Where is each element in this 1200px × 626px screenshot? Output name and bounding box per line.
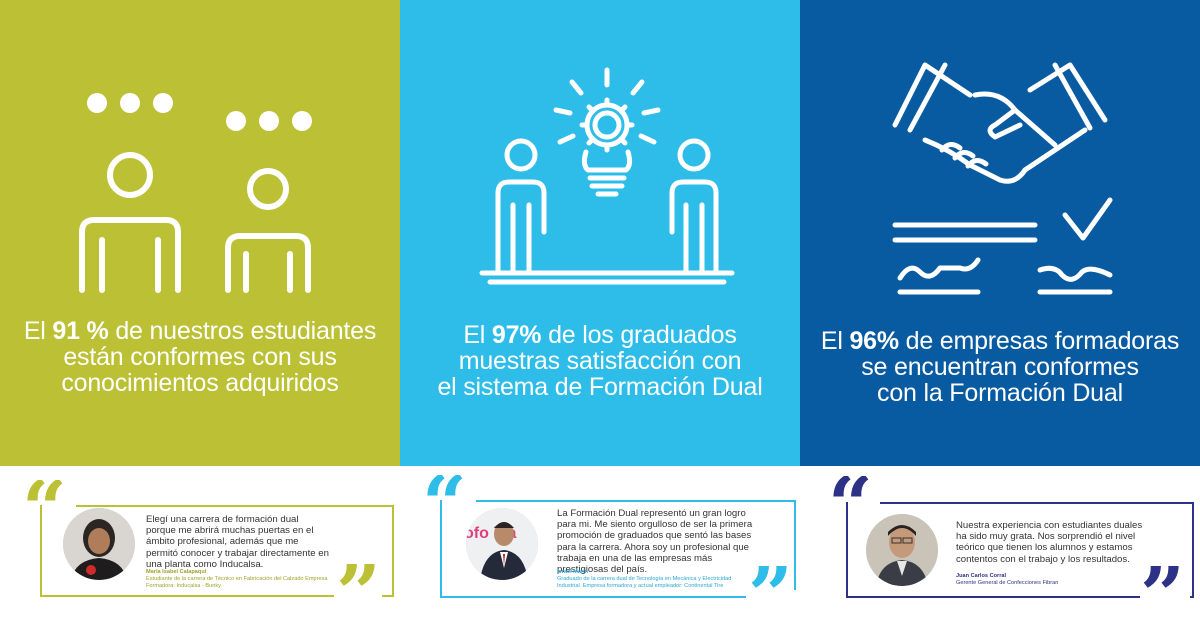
testimonial-text: Elegí una carrera de formación dual porq… bbox=[146, 514, 329, 570]
testimonial-role: Estudiante de la carrera de Técnico en F… bbox=[146, 576, 328, 589]
testimonial-name: Israel Marin bbox=[557, 569, 589, 575]
quote-frame bbox=[846, 502, 1194, 598]
stat-panel-companies: El 96% de empresas formadoras se encuent… bbox=[800, 0, 1200, 466]
stat-percentage: 96% bbox=[849, 327, 899, 355]
quote-frame bbox=[440, 500, 796, 598]
testimonial-text: Nuestra experiencia con estudiantes dual… bbox=[956, 520, 1143, 565]
testimonial-name: María Isabel Calapaquí bbox=[146, 569, 207, 575]
handshake-contract-icon bbox=[892, 62, 1113, 295]
quote-frame-top bbox=[76, 505, 392, 507]
stat-panel-graduates: El 97% de los graduados muestras satisfa… bbox=[400, 0, 800, 466]
stat-percentage: 91 % bbox=[52, 317, 109, 345]
people-lightbulb-gear-icon bbox=[479, 67, 735, 285]
testimonial-role: Graduado de la carrera dual de Tecnologí… bbox=[557, 576, 732, 589]
close-quote-icon: ” bbox=[1140, 566, 1185, 610]
stat-panel-students: El 91 % de nuestros estudiantes están co… bbox=[0, 0, 400, 466]
avatar bbox=[63, 508, 135, 580]
quote-frame bbox=[40, 505, 394, 597]
open-quote-icon: “ bbox=[422, 475, 467, 519]
stat-text-students: El 91 % de nuestros estudiantes están co… bbox=[23, 317, 377, 397]
stat-percentage: 97% bbox=[491, 321, 542, 349]
testimonial-company: “ ” Nuestra experiencia con estudiantes … bbox=[800, 470, 1200, 626]
testimonial-student: “ ” Elegí una carrera de formación dual … bbox=[0, 470, 400, 626]
testimonial-name: Juan Carlos Corral bbox=[956, 573, 1007, 579]
avatar: ofo ina bbox=[466, 508, 538, 580]
open-quote-icon: “ bbox=[828, 476, 873, 520]
stat-text-graduates: El 97% de los graduados muestras satisfa… bbox=[437, 321, 763, 401]
close-quote-icon: ” bbox=[748, 566, 793, 610]
stat-text-companies: El 96% de empresas formadoras se encuent… bbox=[820, 327, 1180, 407]
close-quote-icon: ” bbox=[336, 564, 381, 608]
testimonial-text: La Formación Dual representó un gran log… bbox=[557, 508, 753, 576]
avatar bbox=[866, 514, 938, 586]
two-people-talking-icon bbox=[79, 93, 312, 293]
testimonial-graduate: “ ” ofo ina La Formación Dual representó… bbox=[400, 470, 800, 626]
quote-frame-top bbox=[880, 502, 1192, 504]
open-quote-icon: “ bbox=[22, 480, 67, 524]
testimonial-role: Gerente General de Confecciones Fibran bbox=[956, 580, 1059, 586]
quote-frame-top bbox=[476, 500, 794, 502]
